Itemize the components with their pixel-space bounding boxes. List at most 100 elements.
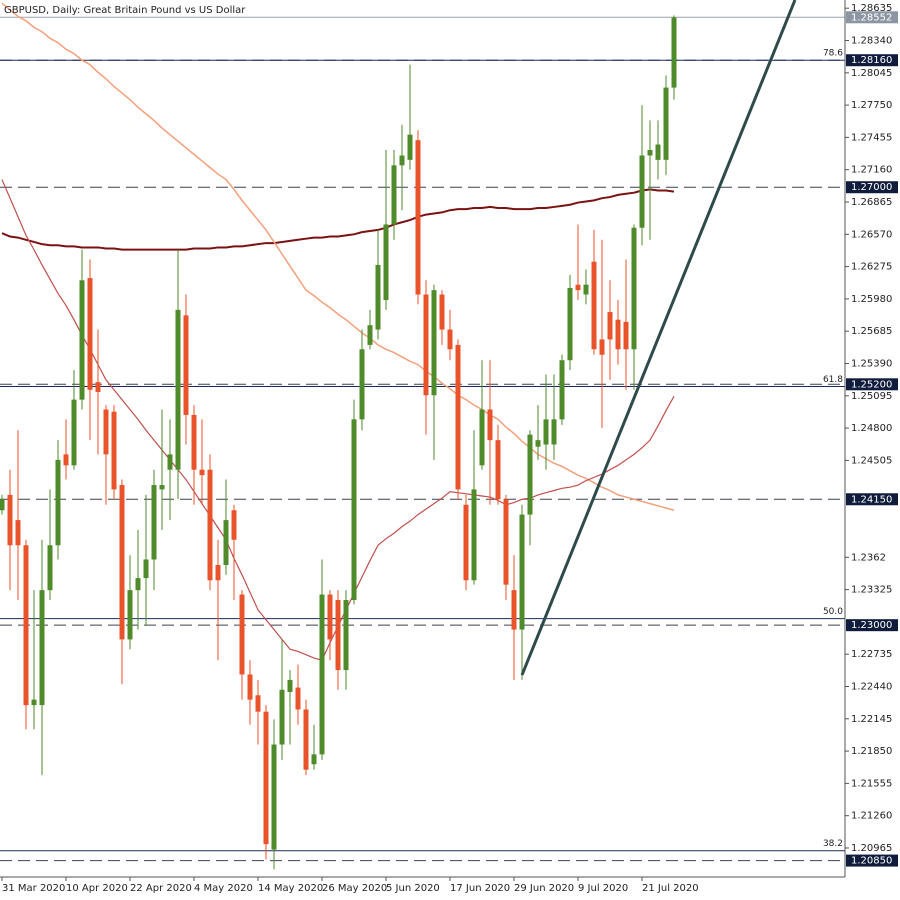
candle-body — [143, 559, 149, 579]
candle-body — [103, 409, 109, 455]
candle-body — [527, 434, 533, 515]
y-tick-label: 1.20965 — [851, 843, 892, 854]
level-price-label: 1.24150 — [851, 494, 892, 505]
current-price-box — [846, 11, 898, 24]
candle-body — [23, 545, 29, 706]
y-tick-label: 1.26275 — [851, 262, 892, 273]
candle-body — [47, 545, 53, 591]
candle-body — [519, 514, 525, 630]
candle-body — [647, 149, 653, 156]
candle-body — [423, 294, 429, 396]
level-price-box — [846, 181, 898, 194]
candle-body — [479, 409, 485, 466]
x-tick-label: 14 May 2020 — [258, 883, 323, 894]
candle-body — [39, 590, 45, 706]
candle-body — [503, 499, 509, 585]
candle-body — [511, 590, 517, 630]
candle-body — [95, 382, 101, 392]
candle-body — [655, 144, 661, 160]
level-price-box — [846, 619, 898, 632]
candle-body — [271, 744, 277, 850]
x-tick-label: 26 May 2020 — [322, 883, 387, 894]
y-tick-label: 1.24505 — [851, 455, 892, 466]
fib-label: 61.8 — [823, 375, 843, 385]
y-tick-label: 1.26570 — [851, 229, 892, 240]
y-tick-label: 1.25685 — [851, 326, 892, 337]
y-tick-label: 1.25980 — [851, 294, 892, 305]
candle-body — [119, 485, 125, 640]
level-price-box — [846, 854, 898, 867]
candle-body — [471, 489, 477, 581]
y-tick-label: 1.27750 — [851, 100, 892, 111]
candle-body — [343, 599, 349, 671]
fib-label: 38.2 — [823, 839, 843, 849]
chart-title: GBPUSD, Daily: Great Britain Pound vs US… — [4, 5, 246, 16]
level-price-box — [846, 378, 898, 391]
candle-body — [335, 599, 341, 671]
x-tick-label: 10 Apr 2020 — [66, 883, 128, 894]
candle-body — [0, 499, 5, 511]
candle-body — [207, 469, 213, 581]
candle-body — [175, 309, 181, 470]
candle-body — [607, 312, 613, 340]
candle-body — [7, 494, 13, 546]
candle-body — [159, 485, 165, 490]
candle-body — [71, 399, 77, 466]
y-tick-label: 1.28635 — [851, 3, 892, 14]
x-tick-label: 29 Jun 2020 — [514, 883, 574, 894]
candle-body — [463, 504, 469, 581]
candle-body — [239, 594, 245, 675]
level-price-label: 1.23000 — [851, 620, 892, 631]
y-tick-label: 1.22735 — [851, 649, 892, 660]
x-tick-label: 4 May 2020 — [194, 883, 253, 894]
candle-body — [15, 520, 21, 546]
candle-body — [247, 674, 253, 700]
candle-body — [415, 140, 421, 295]
current-price-label: 1.28552 — [851, 12, 892, 23]
candle-body — [535, 440, 541, 447]
candle-body — [151, 485, 157, 560]
candle-body — [367, 325, 373, 345]
candle-body — [327, 594, 333, 640]
y-tick-label: 1.21850 — [851, 746, 892, 757]
candle-body — [567, 287, 573, 361]
candle-body — [87, 278, 93, 390]
y-tick-label: 1.23325 — [851, 585, 892, 596]
candle-body — [439, 294, 445, 330]
level-price-box — [846, 54, 898, 67]
candle-body — [615, 319, 621, 350]
candle-body — [79, 280, 85, 400]
y-tick-label: 1.25095 — [851, 391, 892, 402]
candle-body — [63, 454, 69, 466]
candle-body — [199, 469, 205, 476]
candle-body — [455, 344, 461, 490]
candle-body — [623, 321, 629, 350]
candle-body — [223, 520, 229, 565]
candle-body — [671, 17, 677, 88]
fib-label: 78.6 — [823, 49, 843, 59]
y-tick-label: 1.26865 — [851, 197, 892, 208]
level-price-label: 1.28160 — [851, 55, 892, 66]
x-tick-label: 31 Mar 2020 — [2, 883, 65, 894]
y-tick-label: 1.22145 — [851, 714, 892, 725]
candle-body — [279, 689, 285, 745]
time-axis-area — [0, 877, 845, 900]
candle-body — [575, 284, 581, 291]
candle-body — [407, 134, 413, 160]
candle-body — [383, 224, 389, 300]
moving-average — [1, 188, 675, 251]
candle-body — [191, 414, 197, 470]
candle-body — [263, 711, 269, 845]
level-price-label: 1.27000 — [851, 182, 892, 193]
levels — [0, 16, 845, 862]
y-tick-label: 1.24800 — [851, 423, 892, 434]
candle-body — [183, 315, 189, 415]
candle-body — [663, 87, 669, 160]
candle-body — [399, 155, 405, 166]
candle-body — [375, 264, 381, 330]
y-tick-label: 1.28045 — [851, 68, 892, 79]
candle-body — [135, 578, 141, 591]
x-tick-label: 5 Jun 2020 — [386, 883, 440, 894]
